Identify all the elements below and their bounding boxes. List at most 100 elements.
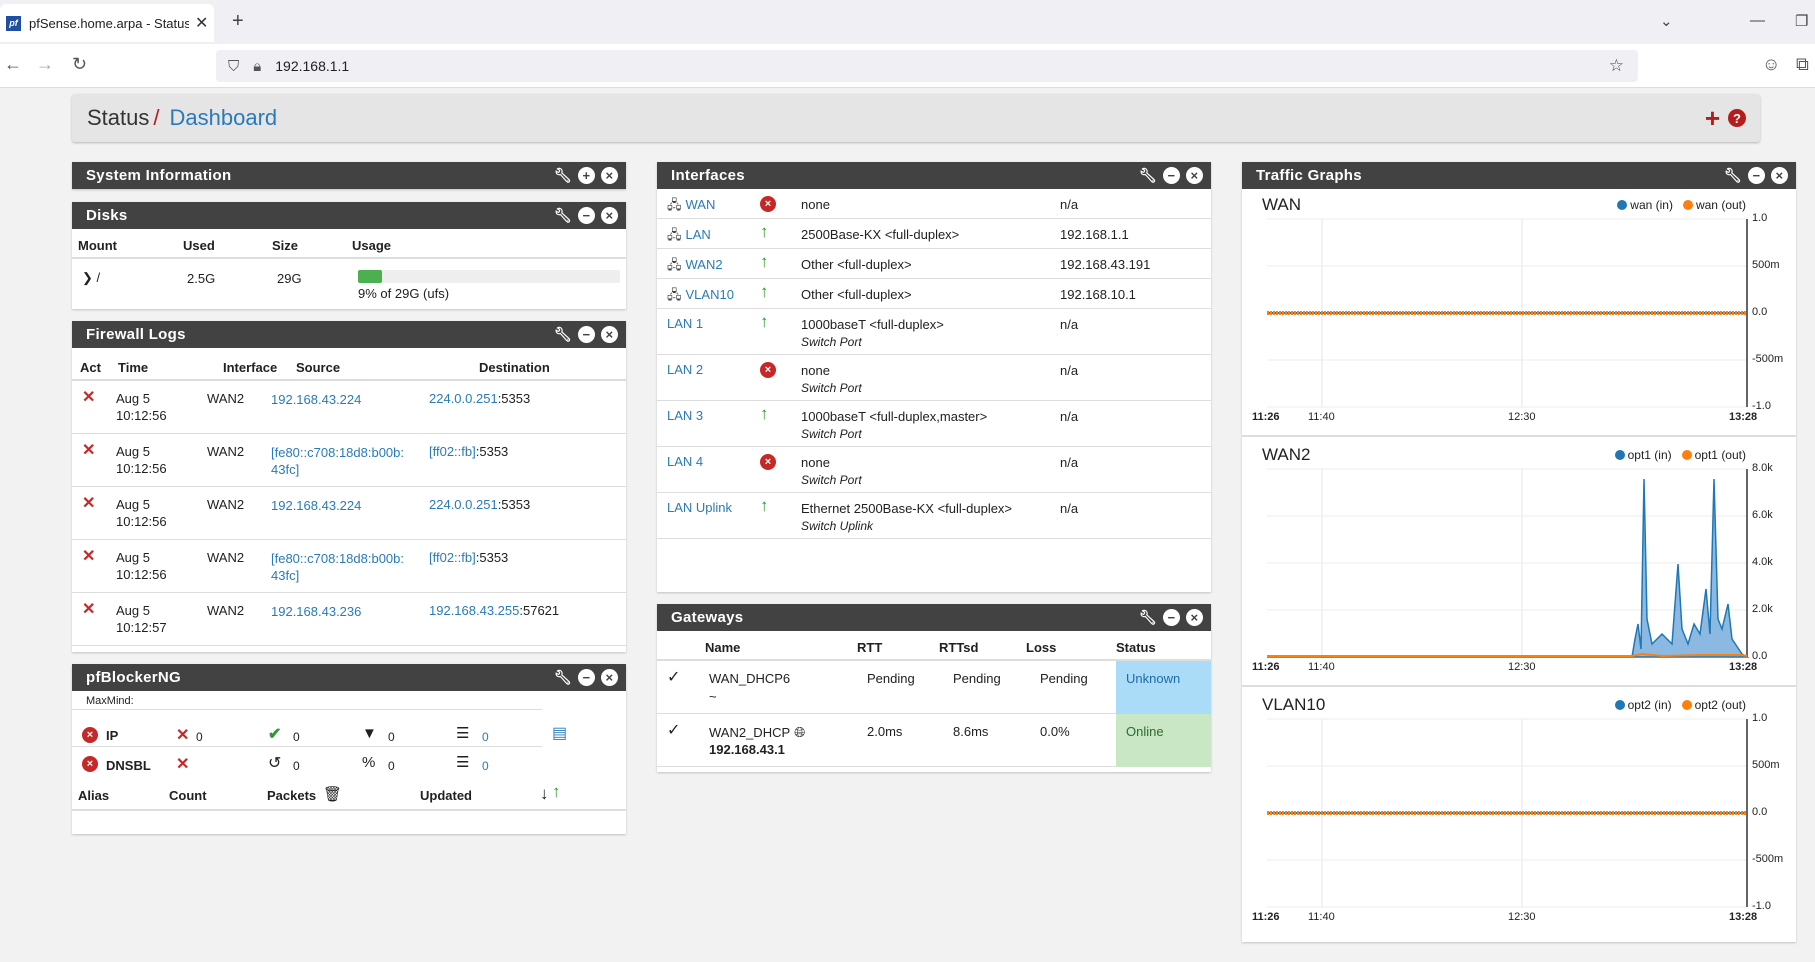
collapse-icon[interactable]: − bbox=[578, 669, 595, 686]
interface-link[interactable]: LAN 4 bbox=[667, 454, 704, 469]
back-icon[interactable]: ← bbox=[4, 54, 22, 74]
interface-sub: Switch Port bbox=[801, 381, 862, 395]
ip-status-icon: × bbox=[82, 727, 98, 743]
wrench-icon[interactable]: 🔧︎ bbox=[553, 326, 572, 342]
ip-permitted-icon: ✔ bbox=[268, 726, 282, 743]
close-icon[interactable]: × bbox=[1771, 167, 1788, 184]
collapse-icon[interactable]: − bbox=[1163, 609, 1180, 626]
log-destination-link[interactable]: 224.0.0.251 bbox=[429, 497, 498, 512]
gateway-status: Online bbox=[1126, 724, 1164, 739]
log-source-link[interactable]: 192.168.43.224 bbox=[271, 392, 362, 407]
disk-size: 29G bbox=[277, 271, 302, 286]
legend-out: wan (out) bbox=[1682, 198, 1746, 212]
wrench-icon[interactable]: 🔧︎ bbox=[1138, 167, 1157, 183]
log-source-link[interactable]: [fe80::c708:18d8:b00b:43fc] bbox=[271, 551, 405, 583]
close-icon[interactable]: × bbox=[1186, 609, 1203, 626]
interface-link[interactable]: LAN Uplink bbox=[667, 500, 733, 515]
account-icon[interactable]: ☺ bbox=[1762, 54, 1781, 74]
collapse-icon[interactable]: − bbox=[1163, 167, 1180, 184]
filter-icon: ▼ bbox=[362, 725, 377, 742]
close-icon[interactable]: × bbox=[601, 326, 618, 343]
legend-in-label: wan (in) bbox=[1630, 198, 1673, 212]
disk-row[interactable]: ❯ / bbox=[82, 270, 101, 285]
add-widget-icon[interactable]: + bbox=[1704, 103, 1720, 133]
series-in-area bbox=[1267, 478, 1750, 658]
header-divider bbox=[72, 379, 626, 381]
list-ordered-icon[interactable]: ☰ bbox=[456, 754, 470, 771]
breadcrumb-dashboard-link[interactable]: Dashboard bbox=[169, 105, 278, 130]
header-divider bbox=[657, 659, 1211, 661]
log-source-link[interactable]: 192.168.43.224 bbox=[271, 498, 362, 513]
url-bar[interactable]: ⛉ 🔒︎ 192.168.1.1 ☆ bbox=[216, 50, 1638, 82]
panel-title: Disks bbox=[86, 207, 128, 224]
legend-out: opt2 (out) bbox=[1681, 698, 1746, 712]
log-destination-link[interactable]: [ff02::fb] bbox=[429, 444, 476, 459]
interface-link[interactable]: LAN bbox=[685, 227, 711, 242]
collapse-icon[interactable]: − bbox=[1748, 167, 1765, 184]
sort-up-icon[interactable]: ↑ bbox=[552, 782, 561, 801]
close-icon[interactable]: × bbox=[601, 669, 618, 686]
collapse-icon[interactable]: − bbox=[578, 207, 595, 224]
wrench-icon[interactable]: 🔧︎ bbox=[553, 167, 572, 183]
legend-in-dot bbox=[1614, 450, 1625, 460]
wrench-icon[interactable]: 🔧︎ bbox=[1723, 167, 1742, 183]
sort-down-icon[interactable]: ↓ bbox=[540, 784, 549, 803]
wrench-icon[interactable]: 🔧︎ bbox=[1138, 609, 1157, 625]
maximize-icon[interactable]: ❐ bbox=[1795, 13, 1809, 30]
browser-tab[interactable]: pf pfSense.home.arpa - Status: Dashboard… bbox=[0, 4, 214, 42]
close-tab-icon[interactable]: ✕ bbox=[195, 15, 209, 32]
collapse-icon[interactable]: − bbox=[578, 326, 595, 343]
reload-icon[interactable]: ↻ bbox=[72, 54, 88, 74]
interface-link[interactable]: VLAN10 bbox=[685, 287, 734, 302]
interface-link[interactable]: WAN bbox=[685, 197, 716, 212]
ip-alias-count[interactable]: 0 bbox=[482, 730, 489, 744]
wrench-icon[interactable]: 🔧︎ bbox=[553, 669, 572, 685]
close-icon[interactable]: × bbox=[1186, 167, 1203, 184]
alerts-list-icon[interactable]: ▤ bbox=[552, 725, 568, 742]
interface-link[interactable]: LAN 2 bbox=[667, 362, 704, 377]
breadcrumb-status: Status bbox=[87, 105, 150, 130]
log-destination-link[interactable]: [ff02::fb] bbox=[429, 550, 476, 565]
trash-icon[interactable]: 🗑︎ bbox=[323, 786, 343, 803]
interface-link[interactable]: LAN 1 bbox=[667, 316, 704, 331]
log-destination-link[interactable]: 192.168.43.255 bbox=[429, 603, 520, 618]
firewall-logs-panel: Firewall Logs 🔧︎ − × Act Time Interface Sourc… bbox=[72, 321, 626, 652]
log-source-link[interactable]: [fe80::c708:18d8:b00b:43fc] bbox=[271, 445, 405, 477]
interface-link[interactable]: WAN2 bbox=[685, 257, 723, 272]
forward-icon[interactable]: → bbox=[36, 54, 54, 74]
close-icon[interactable]: × bbox=[601, 207, 618, 224]
interface-ip: n/a bbox=[1060, 455, 1079, 470]
graph-legend: opt1 (in) opt1 (out) bbox=[1614, 448, 1746, 462]
help-icon[interactable]: ? bbox=[1728, 109, 1746, 127]
col-updated: Updated bbox=[420, 788, 472, 803]
legend-in: opt1 (in) bbox=[1614, 448, 1672, 462]
minimize-icon[interactable]: — bbox=[1750, 12, 1765, 29]
wrench-icon[interactable]: 🔧︎ bbox=[553, 207, 572, 223]
close-icon[interactable]: × bbox=[601, 167, 618, 184]
col-name: Name bbox=[705, 640, 741, 655]
interface-link[interactable]: LAN 3 bbox=[667, 408, 704, 423]
list-ordered-icon[interactable]: ☰ bbox=[456, 725, 470, 742]
expand-icon[interactable]: + bbox=[578, 167, 595, 184]
y-tick-label: 0.0 bbox=[1752, 650, 1768, 662]
y-tick-label: 500m bbox=[1752, 759, 1780, 771]
tab-list-chevron-icon[interactable]: ⌄ bbox=[1660, 13, 1673, 30]
gateway-rttsd: Pending bbox=[953, 671, 1001, 686]
extensions-icon[interactable]: ⧉ bbox=[1796, 54, 1809, 74]
interface-media: 1000baseT <full-duplex> bbox=[801, 317, 944, 332]
new-tab-icon[interactable]: + bbox=[232, 10, 244, 32]
log-destination-link[interactable]: 224.0.0.251 bbox=[429, 391, 498, 406]
shield-icon[interactable]: ⛉ bbox=[228, 57, 240, 75]
legend-in-dot bbox=[1614, 700, 1625, 710]
interface-ip: n/a bbox=[1060, 409, 1079, 424]
dnsbl-alias-count[interactable]: 0 bbox=[482, 759, 489, 773]
url-text[interactable]: 192.168.1.1 bbox=[275, 58, 350, 74]
log-destination: [ff02::fb]:5353 bbox=[429, 444, 508, 459]
lock-icon[interactable]: 🔒︎ bbox=[253, 57, 262, 75]
bookmark-star-icon[interactable]: ☆ bbox=[1608, 56, 1624, 75]
graph-plot bbox=[1267, 468, 1750, 658]
ip-match-count: 0 bbox=[388, 730, 395, 744]
chevron-right-icon[interactable]: ❯ bbox=[82, 270, 93, 285]
status-up-icon: ↑ bbox=[760, 496, 769, 515]
log-source-link[interactable]: 192.168.43.236 bbox=[271, 604, 362, 619]
